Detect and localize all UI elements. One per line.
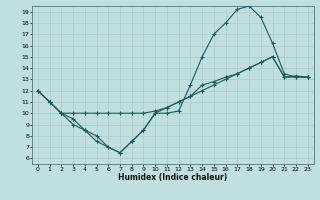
X-axis label: Humidex (Indice chaleur): Humidex (Indice chaleur) (118, 173, 228, 182)
